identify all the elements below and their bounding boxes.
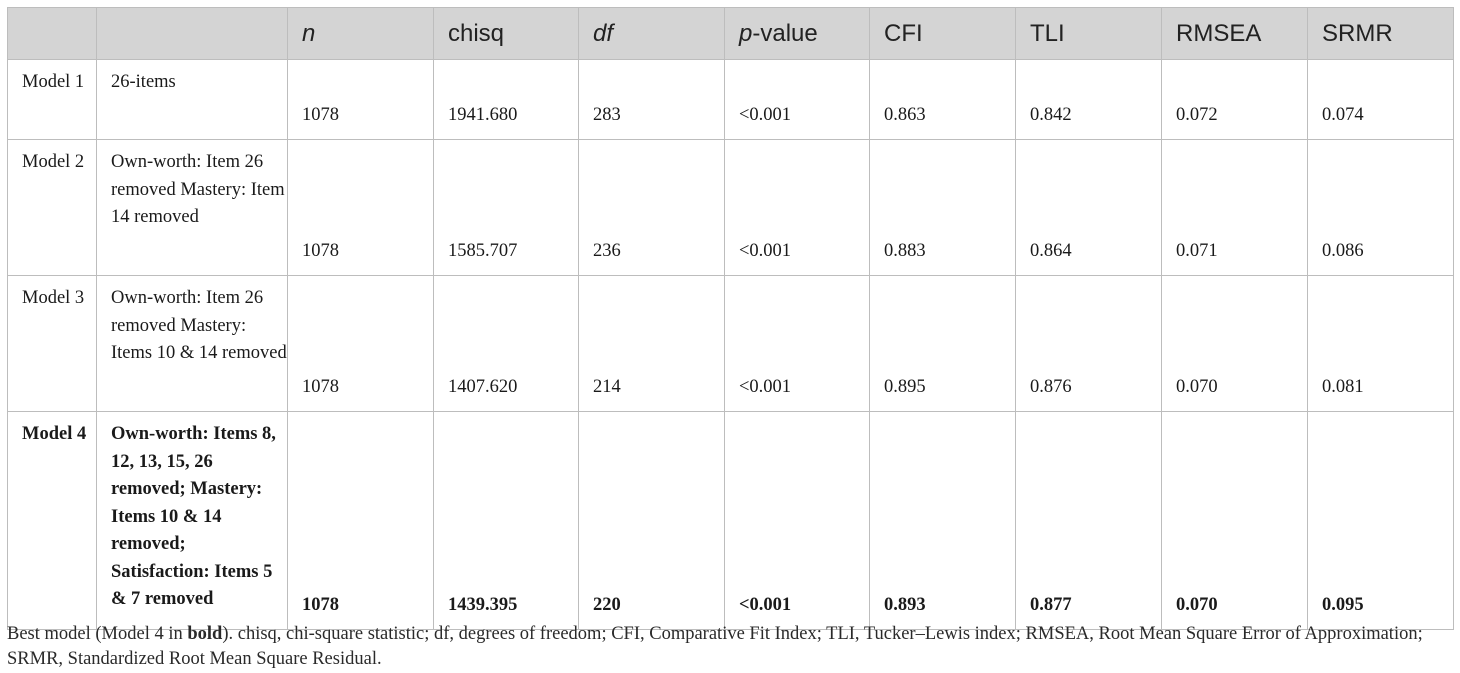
- tli-cell: 0.842: [1015, 59, 1162, 140]
- model-cell: Model 4: [7, 411, 97, 630]
- description-cell: Own-worth: Item 26 removed Mastery: Item…: [96, 275, 288, 412]
- p-value-cell: <0.001: [724, 59, 870, 140]
- header-cell-model: [7, 7, 97, 60]
- n-cell: 1078: [287, 275, 434, 412]
- description-cell: Own-worth: Items 8, 12, 13, 15, 26 remov…: [96, 411, 288, 630]
- model-cell: Model 2: [7, 139, 97, 276]
- header-cell-description: [96, 7, 288, 60]
- p-value-cell: <0.001: [724, 275, 870, 412]
- table-row: Model 2 Own-worth: Item 26 removed Maste…: [7, 139, 1454, 276]
- header-cell-chisq: chisq: [433, 7, 579, 60]
- results-table-container: n chisq df p-value CFI TLI RMSEA SRMR Mo…: [7, 7, 1454, 630]
- chisq-cell: 1407.620: [433, 275, 579, 412]
- header-cell-p-value: p-value: [724, 7, 870, 60]
- table-row: Model 3 Own-worth: Item 26 removed Maste…: [7, 275, 1454, 412]
- p-value-cell: <0.001: [724, 411, 870, 630]
- tli-cell: 0.876: [1015, 275, 1162, 412]
- df-cell: 220: [578, 411, 725, 630]
- footnote-part1: Best model (Model 4 in: [7, 624, 188, 644]
- cfi-cell: 0.883: [869, 139, 1016, 276]
- rmsea-cell: 0.071: [1161, 139, 1308, 276]
- chisq-cell: 1439.395: [433, 411, 579, 630]
- tli-cell: 0.864: [1015, 139, 1162, 276]
- model-fit-table: n chisq df p-value CFI TLI RMSEA SRMR Mo…: [7, 7, 1454, 630]
- rmsea-cell: 0.070: [1161, 275, 1308, 412]
- tli-cell: 0.877: [1015, 411, 1162, 630]
- header-cell-srmr: SRMR: [1307, 7, 1454, 60]
- header-cell-tli: TLI: [1015, 7, 1162, 60]
- footnote-bold: bold: [187, 624, 223, 644]
- table-footnote: Best model (Model 4 in bold). chisq, chi…: [7, 622, 1453, 672]
- description-cell: 26-items: [96, 59, 288, 140]
- cfi-cell: 0.863: [869, 59, 1016, 140]
- cfi-cell: 0.895: [869, 275, 1016, 412]
- n-cell: 1078: [287, 411, 434, 630]
- srmr-cell: 0.086: [1307, 139, 1454, 276]
- footnote-part2: ). chisq, chi-square statistic; df, degr…: [7, 624, 1423, 669]
- srmr-cell: 0.074: [1307, 59, 1454, 140]
- srmr-cell: 0.081: [1307, 275, 1454, 412]
- header-cell-cfi: CFI: [869, 7, 1016, 60]
- df-cell: 214: [578, 275, 725, 412]
- p-value-cell: <0.001: [724, 139, 870, 276]
- header-cell-df: df: [578, 7, 725, 60]
- chisq-cell: 1585.707: [433, 139, 579, 276]
- header-cell-rmsea: RMSEA: [1161, 7, 1308, 60]
- n-cell: 1078: [287, 59, 434, 140]
- header-cell-n: n: [287, 7, 434, 60]
- header-row: n chisq df p-value CFI TLI RMSEA SRMR: [7, 7, 1454, 60]
- header-p-suffix: -value: [752, 20, 818, 47]
- table-row-best-model: Model 4 Own-worth: Items 8, 12, 13, 15, …: [7, 411, 1454, 630]
- description-cell: Own-worth: Item 26 removed Mastery: Item…: [96, 139, 288, 276]
- cfi-cell: 0.893: [869, 411, 1016, 630]
- df-cell: 236: [578, 139, 725, 276]
- df-cell: 283: [578, 59, 725, 140]
- rmsea-cell: 0.072: [1161, 59, 1308, 140]
- n-cell: 1078: [287, 139, 434, 276]
- model-cell: Model 1: [7, 59, 97, 140]
- srmr-cell: 0.095: [1307, 411, 1454, 630]
- table-row: Model 1 26-items 1078 1941.680 283 <0.00…: [7, 59, 1454, 140]
- chisq-cell: 1941.680: [433, 59, 579, 140]
- rmsea-cell: 0.070: [1161, 411, 1308, 630]
- model-cell: Model 3: [7, 275, 97, 412]
- header-p-italic: p: [739, 20, 753, 47]
